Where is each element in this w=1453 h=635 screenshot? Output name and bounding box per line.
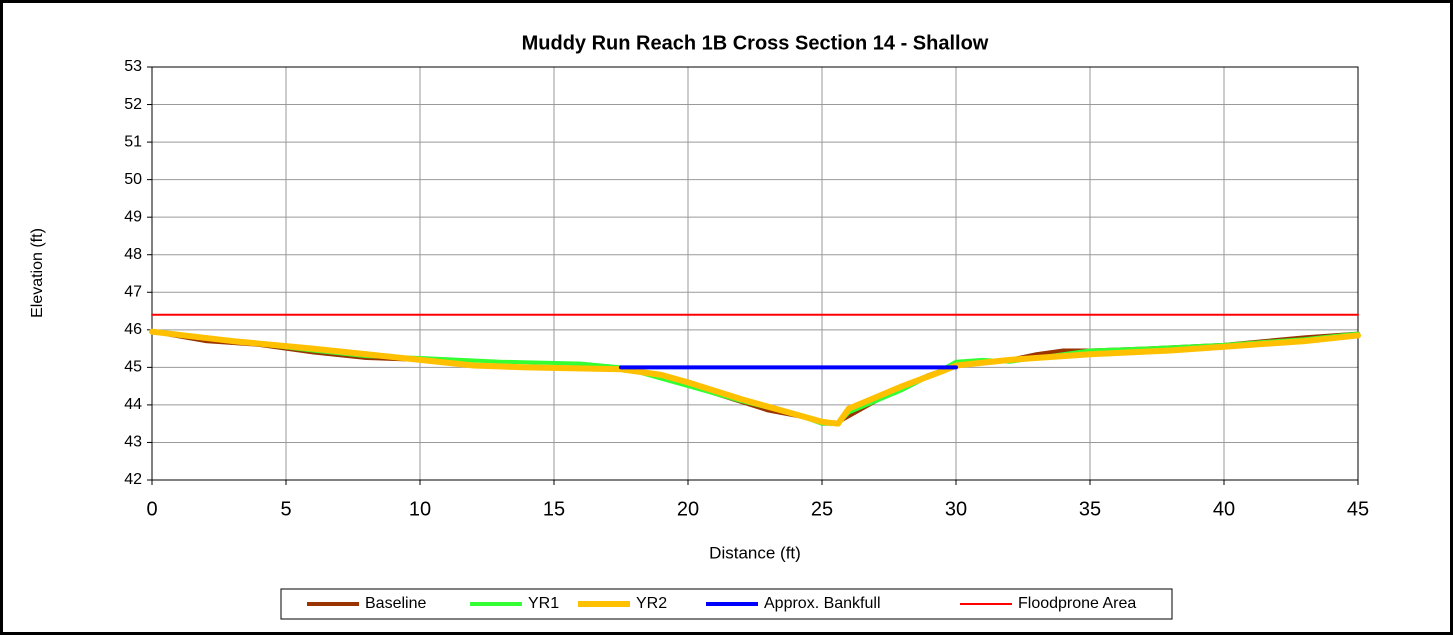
y-tick-label: 49	[124, 208, 142, 225]
series-line	[149, 328, 1361, 427]
legend-label: Baseline	[365, 595, 426, 612]
y-tick-label: 52	[124, 96, 142, 113]
plot-area	[151, 66, 1359, 481]
legend-label: YR1	[528, 595, 559, 612]
y-axis-label: Elevation (ft)	[29, 228, 46, 318]
x-axis-label: Distance (ft)	[709, 543, 801, 562]
x-tick-label: 45	[1347, 498, 1369, 520]
x-tick-label: 15	[543, 498, 565, 520]
y-tick-label: 51	[124, 133, 142, 150]
legend-label: Approx. Bankfull	[764, 595, 881, 612]
legend-label: Floodprone Area	[1018, 595, 1136, 612]
x-tick-label: 25	[811, 498, 833, 520]
x-tick-label: 20	[677, 498, 699, 520]
y-tick-label: 48	[124, 246, 142, 263]
x-tick-label: 30	[945, 498, 967, 520]
y-tick-label: 43	[124, 434, 142, 451]
y-tick-label: 44	[124, 396, 142, 413]
x-tick-label: 35	[1079, 498, 1101, 520]
x-tick-label: 0	[146, 498, 157, 520]
y-tick-label: 42	[124, 471, 142, 488]
y-tick-label: 50	[124, 171, 142, 188]
x-tick-label: 5	[280, 498, 291, 520]
legend-label: YR2	[636, 595, 667, 612]
chart-title: Muddy Run Reach 1B Cross Section 14 - Sh…	[522, 32, 989, 54]
y-tick-label: 45	[124, 359, 142, 376]
x-tick-label: 40	[1213, 498, 1235, 520]
y-tick-label: 47	[124, 283, 142, 300]
y-tick-label: 53	[124, 58, 142, 75]
x-tick-label: 10	[409, 498, 431, 520]
y-tick-label: 46	[124, 321, 142, 338]
